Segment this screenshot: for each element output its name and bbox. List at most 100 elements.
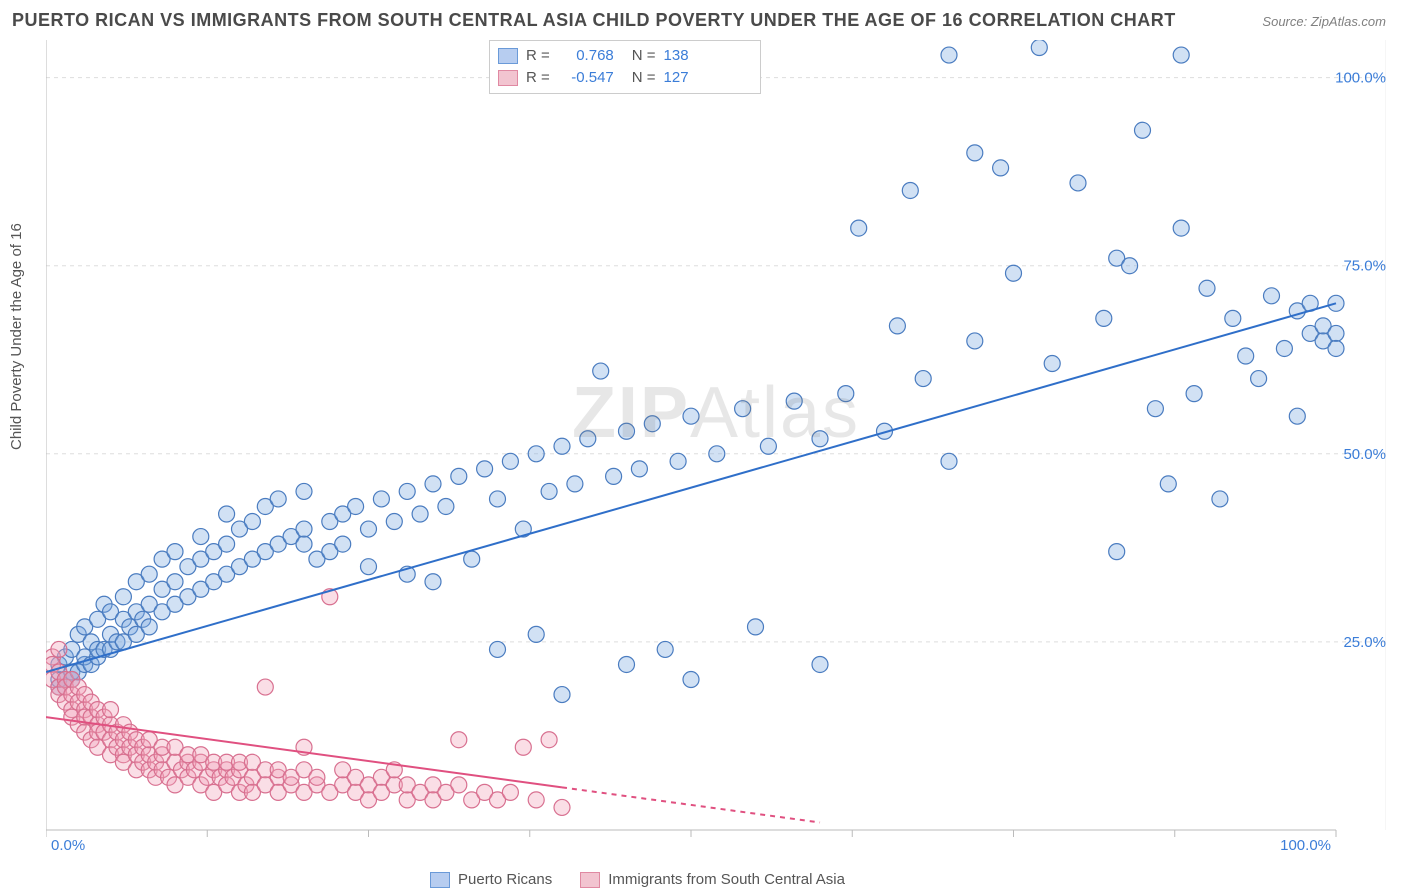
data-point bbox=[619, 656, 635, 672]
data-point bbox=[838, 386, 854, 402]
data-point bbox=[167, 544, 183, 560]
data-point bbox=[1173, 47, 1189, 63]
data-point bbox=[941, 453, 957, 469]
data-point bbox=[941, 47, 957, 63]
data-point bbox=[812, 656, 828, 672]
svg-text:25.0%: 25.0% bbox=[1343, 634, 1386, 651]
data-point bbox=[554, 687, 570, 703]
data-point bbox=[373, 491, 389, 507]
data-point bbox=[748, 619, 764, 635]
data-point bbox=[296, 521, 312, 537]
data-point bbox=[889, 318, 905, 334]
data-point bbox=[683, 408, 699, 424]
legend-swatch bbox=[580, 872, 600, 888]
svg-text:0.0%: 0.0% bbox=[51, 837, 85, 850]
data-point bbox=[760, 438, 776, 454]
y-axis-label: Child Poverty Under the Age of 16 bbox=[8, 223, 25, 450]
data-point bbox=[541, 483, 557, 499]
data-point bbox=[1147, 401, 1163, 417]
legend-swatch bbox=[498, 48, 518, 64]
data-point bbox=[812, 431, 828, 447]
data-point bbox=[464, 551, 480, 567]
legend-item: Puerto Ricans bbox=[430, 871, 552, 888]
data-point bbox=[219, 506, 235, 522]
data-point bbox=[451, 732, 467, 748]
data-point bbox=[1199, 280, 1215, 296]
data-point bbox=[1276, 340, 1292, 356]
chart-title: PUERTO RICAN VS IMMIGRANTS FROM SOUTH CE… bbox=[12, 10, 1176, 31]
data-point bbox=[528, 446, 544, 462]
data-point bbox=[528, 626, 544, 642]
data-point bbox=[193, 529, 209, 545]
data-point bbox=[683, 672, 699, 688]
data-point bbox=[438, 498, 454, 514]
data-point bbox=[361, 521, 377, 537]
data-point bbox=[567, 476, 583, 492]
data-point bbox=[902, 182, 918, 198]
data-point bbox=[1122, 258, 1138, 274]
data-point bbox=[103, 702, 119, 718]
data-point bbox=[167, 574, 183, 590]
data-point bbox=[1135, 122, 1151, 138]
data-point bbox=[115, 589, 131, 605]
data-point bbox=[735, 401, 751, 417]
data-point bbox=[606, 468, 622, 484]
data-point bbox=[425, 476, 441, 492]
data-point bbox=[1006, 265, 1022, 281]
data-point bbox=[1173, 220, 1189, 236]
data-point bbox=[709, 446, 725, 462]
data-point bbox=[528, 792, 544, 808]
data-point bbox=[541, 732, 557, 748]
chart-container: PUERTO RICAN VS IMMIGRANTS FROM SOUTH CE… bbox=[0, 0, 1406, 892]
data-point bbox=[1238, 348, 1254, 364]
data-point bbox=[257, 679, 273, 695]
data-point bbox=[670, 453, 686, 469]
data-point bbox=[502, 784, 518, 800]
data-point bbox=[451, 468, 467, 484]
data-point bbox=[851, 220, 867, 236]
data-point bbox=[1096, 310, 1112, 326]
data-point bbox=[1109, 544, 1125, 560]
data-point bbox=[1070, 175, 1086, 191]
data-point bbox=[1328, 325, 1344, 341]
data-point bbox=[1328, 340, 1344, 356]
data-point bbox=[490, 641, 506, 657]
legend-swatch bbox=[430, 872, 450, 888]
data-point bbox=[1289, 408, 1305, 424]
data-point bbox=[141, 619, 157, 635]
legend-item: Immigrants from South Central Asia bbox=[580, 871, 845, 888]
data-point bbox=[412, 506, 428, 522]
data-point bbox=[1251, 371, 1267, 387]
data-point bbox=[270, 491, 286, 507]
svg-text:50.0%: 50.0% bbox=[1343, 446, 1386, 463]
data-point bbox=[425, 574, 441, 590]
data-point bbox=[1160, 476, 1176, 492]
svg-text:75.0%: 75.0% bbox=[1343, 258, 1386, 275]
data-point bbox=[451, 777, 467, 793]
data-point bbox=[141, 566, 157, 582]
data-point bbox=[993, 160, 1009, 176]
data-point bbox=[619, 423, 635, 439]
data-point bbox=[51, 641, 67, 657]
legend-swatch bbox=[498, 70, 518, 86]
svg-text:100.0%: 100.0% bbox=[1280, 837, 1331, 850]
data-point bbox=[309, 769, 325, 785]
data-point bbox=[1225, 310, 1241, 326]
data-point bbox=[1212, 491, 1228, 507]
data-point bbox=[554, 438, 570, 454]
data-point bbox=[502, 453, 518, 469]
data-point bbox=[1044, 356, 1060, 372]
data-point bbox=[580, 431, 596, 447]
data-point bbox=[1264, 288, 1280, 304]
data-point bbox=[477, 461, 493, 477]
svg-text:100.0%: 100.0% bbox=[1335, 70, 1386, 87]
data-point bbox=[657, 641, 673, 657]
data-point bbox=[631, 461, 647, 477]
data-point bbox=[593, 363, 609, 379]
data-point bbox=[515, 739, 531, 755]
data-point bbox=[399, 483, 415, 499]
data-point bbox=[219, 536, 235, 552]
data-point bbox=[1186, 386, 1202, 402]
data-point bbox=[244, 514, 260, 530]
data-point bbox=[490, 491, 506, 507]
